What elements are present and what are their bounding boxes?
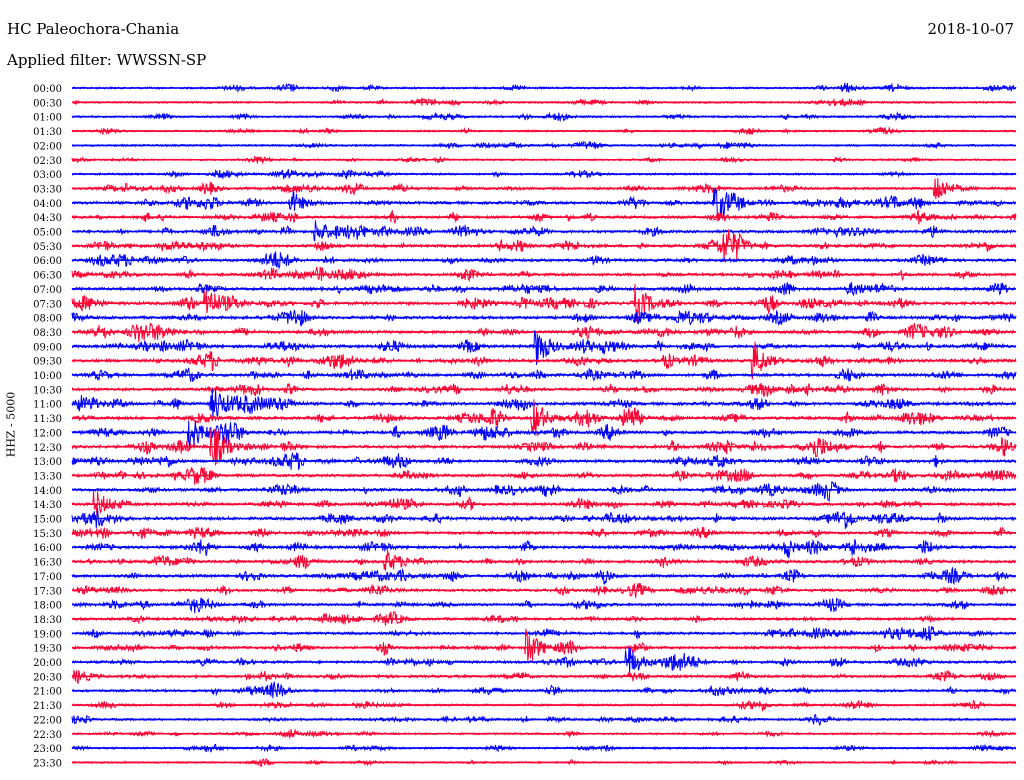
time-label-2330: 23:30	[33, 758, 62, 769]
time-label-1600: 16:00	[33, 543, 62, 554]
seismic-traces	[71, 82, 1017, 768]
time-label-2030: 20:30	[33, 672, 62, 683]
time-label-1500: 15:00	[33, 515, 62, 526]
time-label-1230: 12:30	[33, 443, 62, 454]
time-label-2230: 22:30	[33, 730, 62, 741]
time-label-0830: 08:30	[33, 328, 62, 339]
time-label-2200: 22:00	[33, 715, 62, 726]
time-label-1530: 15:30	[33, 529, 62, 540]
time-label-1130: 11:30	[33, 414, 62, 425]
time-label-0900: 09:00	[33, 342, 62, 353]
time-label-0500: 05:00	[33, 228, 62, 239]
trace-0730	[71, 283, 1017, 323]
time-label-0300: 03:00	[33, 170, 62, 181]
time-label-0400: 04:00	[33, 199, 62, 210]
trace-1400	[71, 480, 1017, 502]
time-label-0100: 01:00	[33, 113, 62, 124]
filter-label: Applied filter: WWSSN-SP	[7, 51, 207, 69]
time-label-2130: 21:30	[33, 701, 62, 712]
time-label-0630: 06:30	[33, 271, 62, 282]
time-label-0600: 06:00	[33, 256, 62, 267]
time-label-0930: 09:30	[33, 357, 62, 368]
trace-1630	[71, 549, 1016, 571]
time-label-1030: 10:30	[33, 385, 62, 396]
trace-2000	[71, 646, 1017, 673]
time-label-1830: 18:30	[33, 615, 62, 626]
time-label-1000: 10:00	[33, 371, 62, 382]
record-date: 2018-10-07	[927, 20, 1014, 38]
time-label-1400: 14:00	[33, 486, 62, 497]
time-label-0430: 04:30	[33, 213, 62, 224]
time-label-1900: 19:00	[33, 629, 62, 640]
time-label-0800: 08:00	[33, 314, 62, 325]
time-label-0730: 07:30	[33, 299, 62, 310]
time-label-1930: 19:30	[33, 644, 62, 655]
time-label-1430: 14:30	[33, 500, 62, 511]
time-label-0000: 00:00	[33, 84, 62, 95]
time-label-0030: 00:30	[33, 98, 62, 109]
time-label-1200: 12:00	[33, 428, 62, 439]
time-label-1730: 17:30	[33, 586, 62, 597]
time-label-1700: 17:00	[33, 572, 62, 583]
time-label-2300: 23:00	[33, 744, 62, 755]
time-label-1330: 13:30	[33, 471, 62, 482]
time-label-1630: 16:30	[33, 558, 62, 569]
time-label-1100: 11:00	[33, 400, 62, 411]
time-label-1300: 13:00	[33, 457, 62, 468]
time-label-0230: 02:30	[33, 156, 62, 167]
time-label-2000: 20:00	[33, 658, 62, 669]
station-title: HC Paleochora-Chania	[7, 20, 180, 38]
time-labels: 00:00 00:30 01:00 01:30 02:00 02:30 03:00 03:30…	[33, 84, 62, 769]
time-label-2100: 21:00	[33, 687, 62, 698]
time-label-1800: 18:00	[33, 601, 62, 612]
time-label-0200: 02:00	[33, 141, 62, 152]
trace-1800	[72, 597, 1017, 614]
time-label-0130: 01:30	[33, 127, 62, 138]
trace-1600	[71, 538, 1017, 559]
time-label-0330: 03:30	[33, 184, 62, 195]
time-label-0700: 07:00	[33, 285, 62, 296]
time-label-0530: 05:30	[33, 242, 62, 253]
